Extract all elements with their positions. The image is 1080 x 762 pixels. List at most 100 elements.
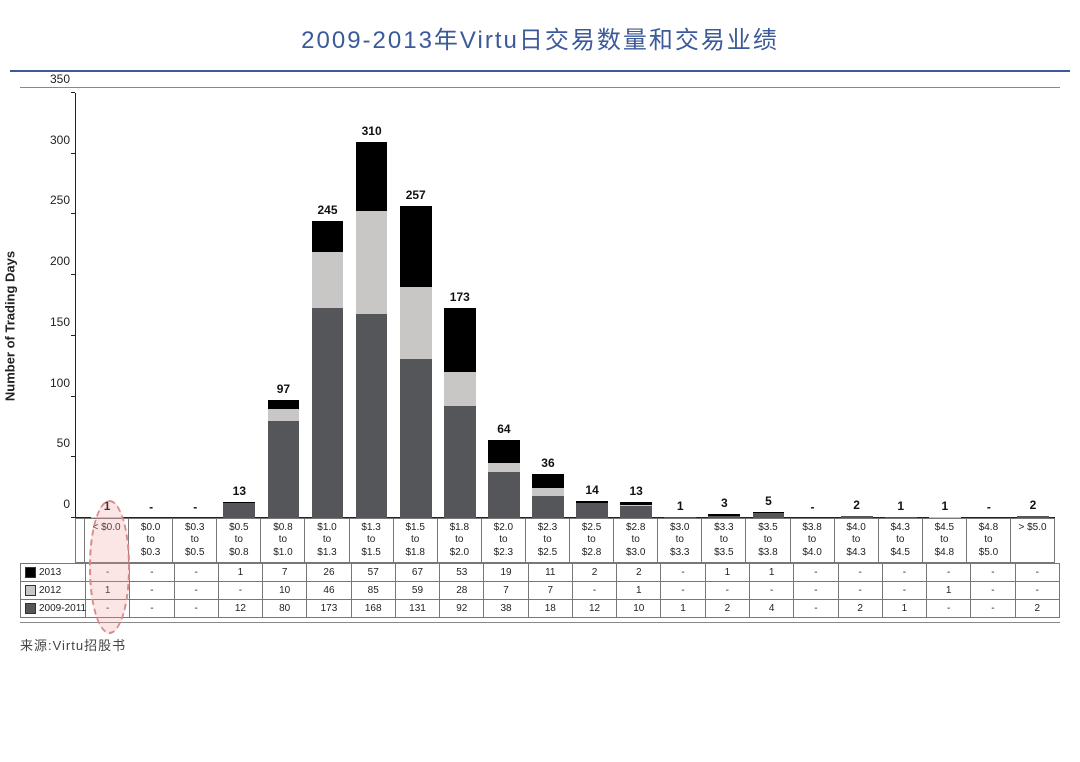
table-cell: 10 bbox=[263, 582, 307, 600]
bar-total-label: 1 bbox=[879, 499, 923, 513]
bar-segment bbox=[356, 211, 388, 314]
table-cell: 168 bbox=[351, 600, 395, 618]
bar-total-label: 173 bbox=[438, 290, 482, 304]
plot-area: 050100150200250300350 1--139724531025717… bbox=[75, 93, 1055, 518]
table-row: 20121---104685592877-1------1-- bbox=[21, 582, 1060, 600]
y-axis-label: Number of Trading Days bbox=[3, 250, 18, 400]
bar-segment bbox=[532, 474, 564, 487]
bar-stack bbox=[223, 502, 255, 518]
bar-segment bbox=[356, 314, 388, 518]
bar-total-label: 257 bbox=[394, 188, 438, 202]
bar-slot: 257 bbox=[394, 93, 438, 518]
table-row: 2013---1726576753191122-11------ bbox=[21, 564, 1060, 582]
bar-slot: 2 bbox=[835, 93, 879, 518]
category-labels-row: < $0.0$0.0to$0.3$0.3to$0.5$0.5to$0.8$0.8… bbox=[75, 518, 1055, 564]
bar-segment bbox=[488, 472, 520, 518]
table-cell: - bbox=[1015, 564, 1059, 582]
bar-stack bbox=[268, 400, 300, 518]
bar-segment bbox=[312, 252, 344, 308]
table-cell: - bbox=[794, 564, 838, 582]
y-tick-label: 300 bbox=[40, 133, 70, 147]
category-cell: $4.5to$4.8 bbox=[922, 518, 967, 564]
bar-segment bbox=[356, 142, 388, 211]
y-tick-label: 250 bbox=[40, 193, 70, 207]
bar-total-label: 3 bbox=[702, 496, 746, 510]
bar-slot: 1 bbox=[658, 93, 702, 518]
table-cell: 2 bbox=[617, 564, 661, 582]
table-cell: 2 bbox=[705, 600, 749, 618]
category-cell: $2.3to$2.5 bbox=[525, 518, 570, 564]
table-cell: 2 bbox=[838, 600, 882, 618]
bar-slot: 1 bbox=[923, 93, 967, 518]
table-cell: 2 bbox=[572, 564, 616, 582]
category-cell: < $0.0 bbox=[84, 518, 129, 564]
table-cell: 85 bbox=[351, 582, 395, 600]
table-cell: - bbox=[130, 600, 174, 618]
table-cell: 10 bbox=[617, 600, 661, 618]
bar-stack bbox=[532, 474, 564, 518]
bar-total-label: 13 bbox=[217, 484, 261, 498]
y-tick-label: 0 bbox=[40, 497, 70, 511]
table-cell: - bbox=[174, 564, 218, 582]
chart-title: 2009-2013年Virtu日交易数量和交易业绩 bbox=[10, 10, 1070, 72]
table-cell: 1 bbox=[218, 564, 262, 582]
table-cell: 80 bbox=[263, 600, 307, 618]
category-cell: $0.5to$0.8 bbox=[216, 518, 261, 564]
y-tick-label: 100 bbox=[40, 376, 70, 390]
category-cell: $1.5to$1.8 bbox=[393, 518, 438, 564]
legend-label: 2012 bbox=[39, 585, 61, 596]
table-cell: 18 bbox=[528, 600, 572, 618]
bar-total-label: 1 bbox=[923, 499, 967, 513]
bar-segment bbox=[312, 221, 344, 253]
bar-segment bbox=[620, 506, 652, 518]
table-cell: - bbox=[794, 582, 838, 600]
table-cell: 26 bbox=[307, 564, 351, 582]
bar-segment bbox=[268, 400, 300, 409]
legend-label: 2009-2011 bbox=[39, 603, 86, 614]
bar-total-label: 97 bbox=[261, 382, 305, 396]
bar-segment bbox=[444, 406, 476, 518]
legend-swatch bbox=[25, 585, 36, 596]
table-cell: - bbox=[838, 564, 882, 582]
bar-slot: 36 bbox=[526, 93, 570, 518]
category-cell: $0.0to$0.3 bbox=[128, 518, 173, 564]
bar-segment bbox=[268, 409, 300, 421]
bar-total-label: 64 bbox=[482, 422, 526, 436]
table-cell: - bbox=[661, 564, 705, 582]
bar-total-label: 1 bbox=[85, 499, 129, 513]
bar-segment bbox=[576, 503, 608, 518]
bar-total-label: 1 bbox=[658, 499, 702, 513]
table-cell: 57 bbox=[351, 564, 395, 582]
table-cell: 131 bbox=[395, 600, 439, 618]
bar-total-label: 36 bbox=[526, 456, 570, 470]
bar-slot: 245 bbox=[305, 93, 349, 518]
table-cell: 28 bbox=[440, 582, 484, 600]
category-cell: $2.0to$2.3 bbox=[481, 518, 526, 564]
table-cell: 1 bbox=[927, 582, 971, 600]
bar-segment bbox=[488, 440, 520, 463]
table-cell: - bbox=[130, 582, 174, 600]
category-cell: $1.0to$1.3 bbox=[304, 518, 349, 564]
bar-segment bbox=[400, 206, 432, 287]
table-cell: 12 bbox=[572, 600, 616, 618]
table-cell: 2 bbox=[1015, 600, 1059, 618]
bar-slot: 13 bbox=[217, 93, 261, 518]
table-cell: 1 bbox=[661, 600, 705, 618]
chart-container: Number of Trading Days 05010015020025030… bbox=[20, 87, 1060, 563]
bar-slot: 5 bbox=[746, 93, 790, 518]
bar-segment bbox=[223, 503, 255, 518]
category-cell: $4.3to$4.5 bbox=[878, 518, 923, 564]
legend-cell: 2009-2011 bbox=[21, 600, 86, 618]
bar-total-label: - bbox=[791, 500, 835, 514]
bar-segment bbox=[532, 488, 564, 497]
category-cell: $3.8to$4.0 bbox=[790, 518, 835, 564]
category-cell: $3.3to$3.5 bbox=[701, 518, 746, 564]
bar-total-label: 5 bbox=[746, 494, 790, 508]
table-cell: - bbox=[794, 600, 838, 618]
table-cell: 7 bbox=[263, 564, 307, 582]
bar-slot: 64 bbox=[482, 93, 526, 518]
bar-segment bbox=[444, 372, 476, 406]
bar-stack bbox=[312, 221, 344, 518]
table-cell: 53 bbox=[440, 564, 484, 582]
table-cell: - bbox=[218, 582, 262, 600]
